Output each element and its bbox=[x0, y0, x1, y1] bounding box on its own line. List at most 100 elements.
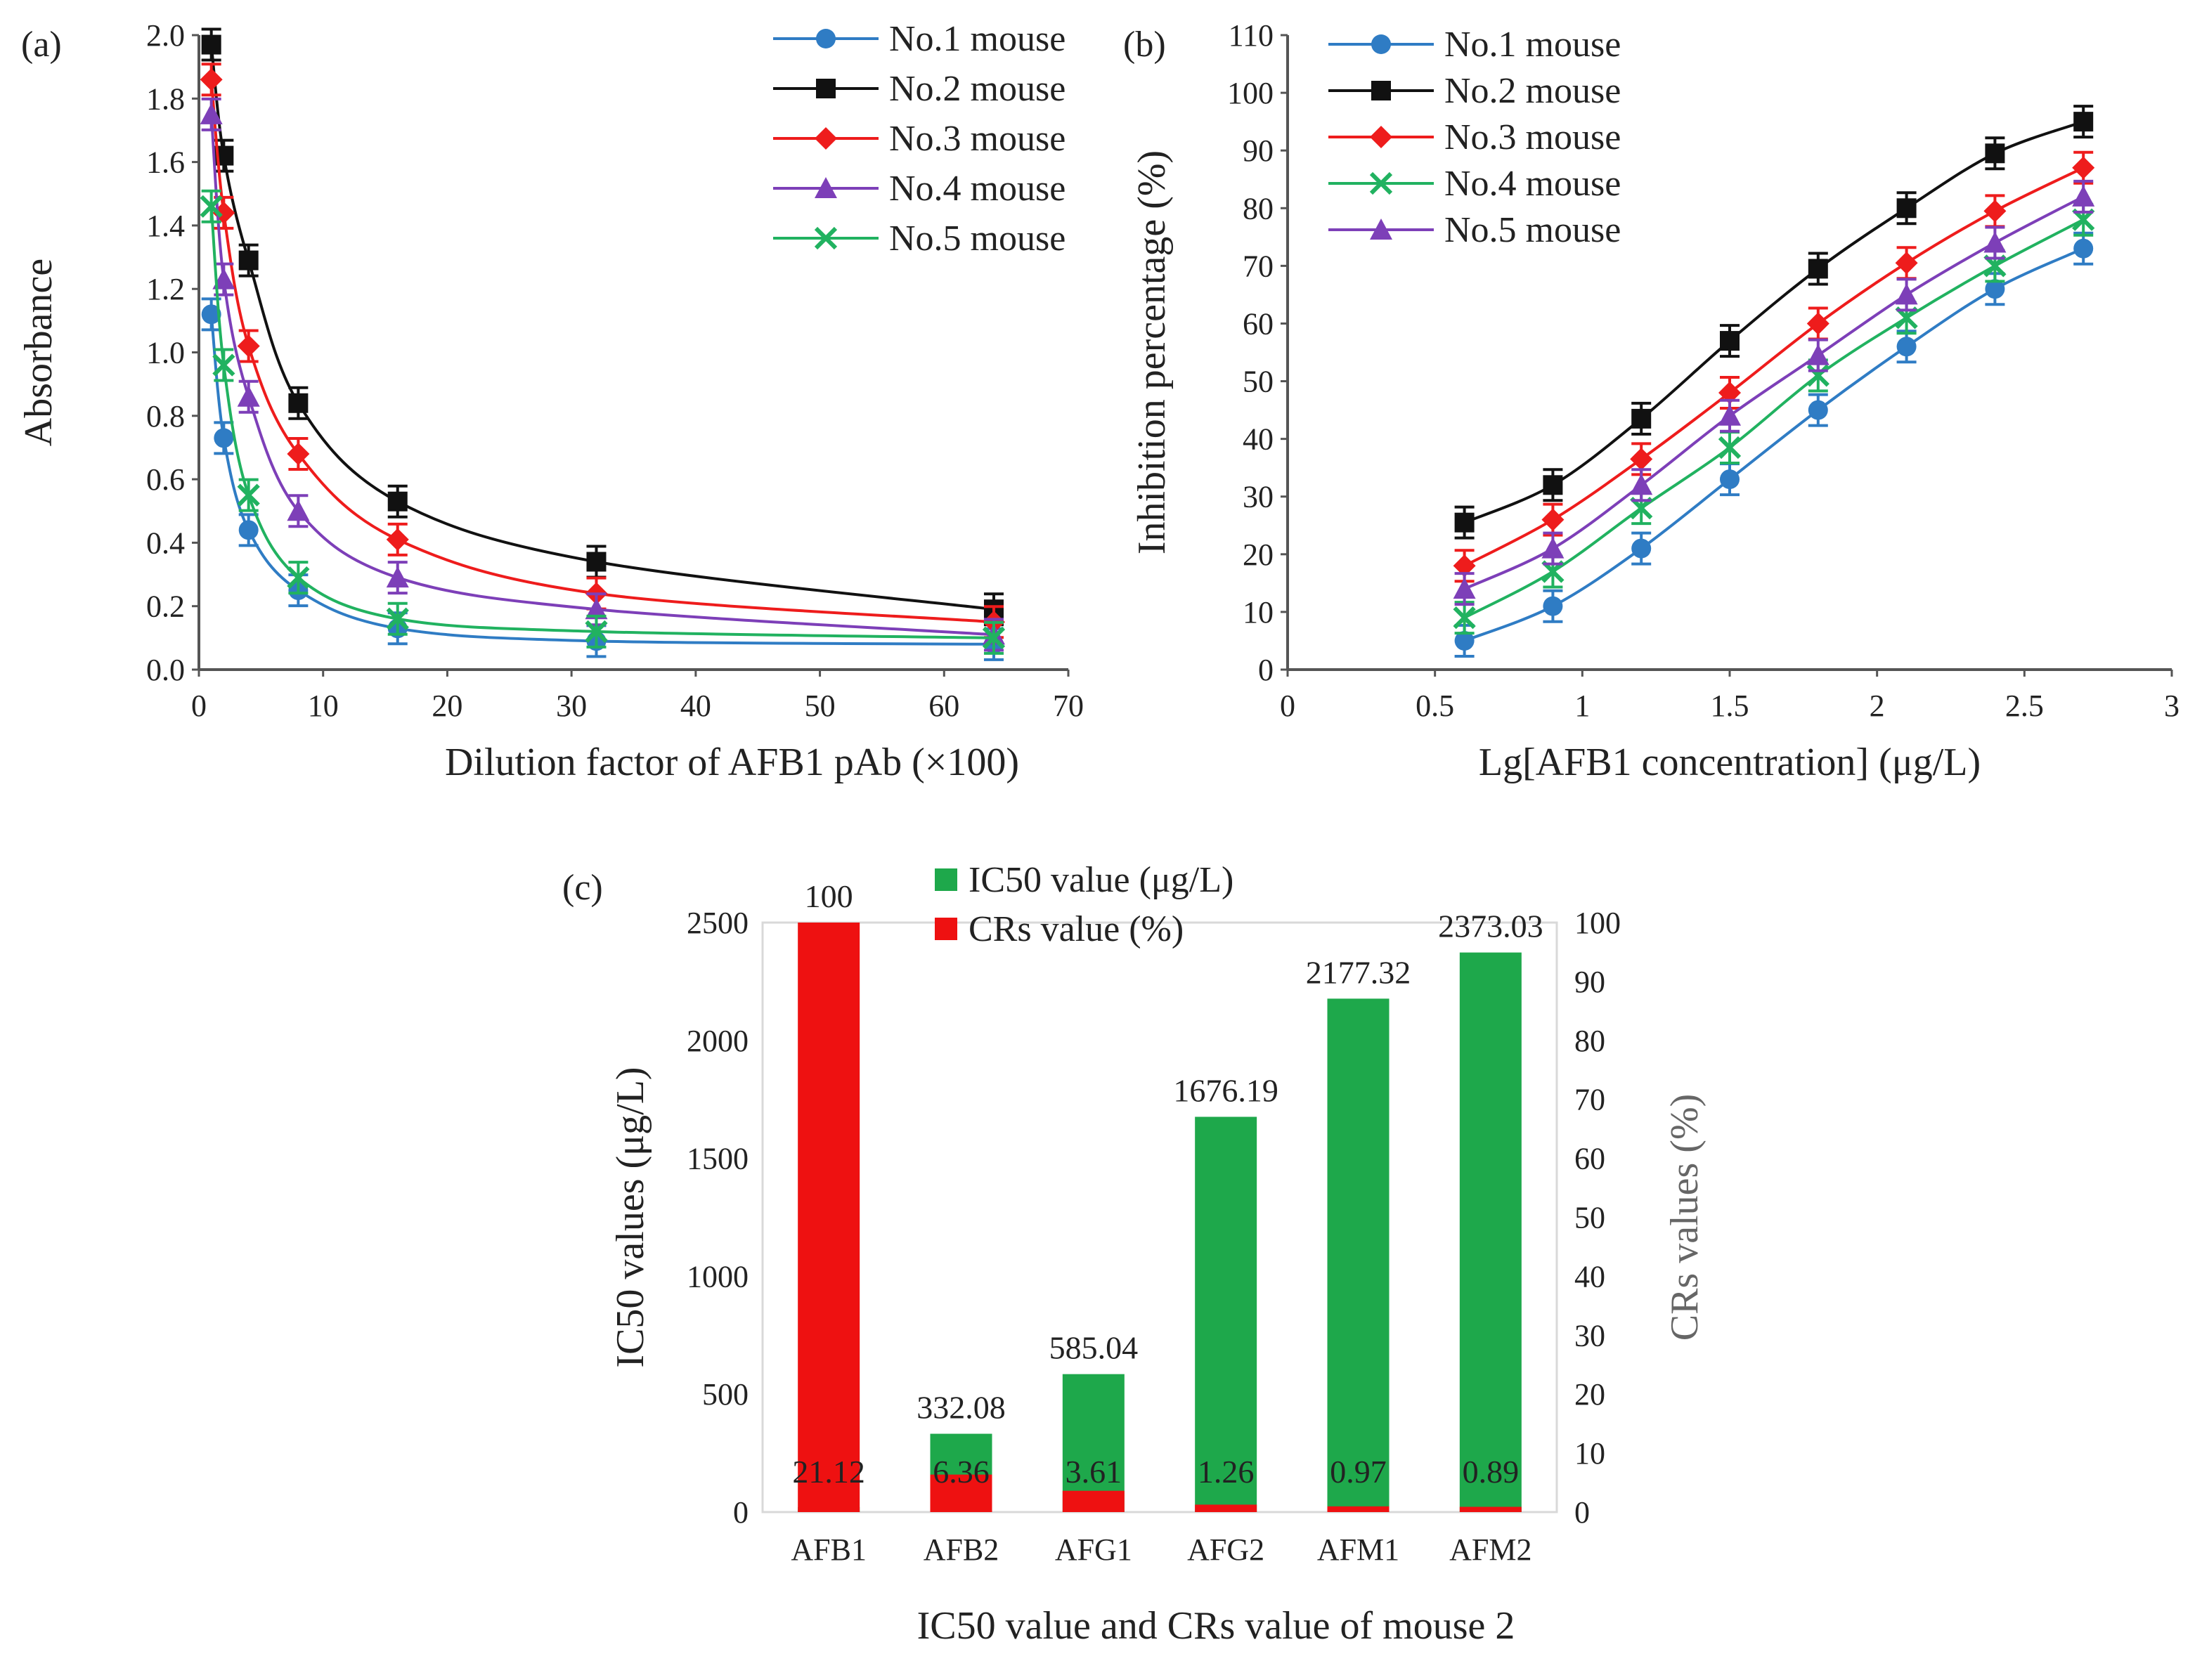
ic50-value-label: 1676.19 bbox=[1173, 1072, 1278, 1108]
x-tick-label: AFM1 bbox=[1317, 1532, 1399, 1567]
y-right-tick-label: 0 bbox=[1574, 1495, 1590, 1530]
y-left-axis-title: IC50 values (μg/L) bbox=[609, 1067, 652, 1367]
y-tick-label: 1.2 bbox=[146, 272, 185, 306]
legend-marker bbox=[1371, 34, 1391, 54]
y-tick-label: 1.8 bbox=[146, 82, 185, 116]
x-tick-label: 0 bbox=[1280, 689, 1295, 723]
legend-label: No.4 mouse bbox=[889, 169, 1066, 209]
data-point bbox=[238, 250, 259, 271]
y-tick-label: 90 bbox=[1243, 134, 1274, 168]
data-point bbox=[200, 68, 223, 91]
y-tick-label: 50 bbox=[1243, 365, 1274, 399]
x-tick-label: AFG2 bbox=[1187, 1532, 1264, 1567]
data-point bbox=[212, 268, 235, 289]
x-tick-label: 60 bbox=[928, 689, 959, 723]
y-left-tick-label: 0 bbox=[733, 1495, 749, 1530]
data-point bbox=[287, 566, 310, 590]
y-tick-label: 2.0 bbox=[146, 18, 185, 53]
x-tick-label: 0 bbox=[191, 689, 207, 723]
x-tick-label: 0.5 bbox=[1416, 689, 1454, 723]
x-tick-label: 50 bbox=[805, 689, 836, 723]
plot-frame bbox=[761, 921, 1558, 1513]
x-axis-title: IC50 value and CRs value of mouse 2 bbox=[917, 1604, 1515, 1648]
y-tick-label: 30 bbox=[1243, 480, 1274, 514]
data-point bbox=[386, 607, 409, 630]
y-tick-label: 0.4 bbox=[146, 526, 185, 560]
panel-label: (a) bbox=[21, 25, 62, 65]
data-point bbox=[1454, 512, 1475, 533]
data-point bbox=[287, 442, 310, 465]
series-line-2 bbox=[209, 44, 995, 611]
data-point bbox=[1895, 283, 1918, 305]
data-point bbox=[1895, 252, 1918, 275]
y-tick-label: 60 bbox=[1243, 306, 1274, 341]
data-point bbox=[288, 393, 309, 413]
y-right-tick-label: 30 bbox=[1574, 1318, 1605, 1353]
data-point bbox=[1806, 344, 1829, 365]
panel-a: 0.0 0.2 0.4 0.6 0.8 1.0 1.2 1.4 1.6 1.8 2.0 0 10 20 30… bbox=[17, 18, 1084, 784]
legend-label: No.4 mouse bbox=[1444, 164, 1621, 204]
legend-marker bbox=[816, 79, 836, 98]
legend-label: No.5 mouse bbox=[889, 219, 1066, 259]
data-point bbox=[1808, 400, 1828, 420]
data-point bbox=[1454, 630, 1475, 651]
y-tick-label: 100 bbox=[1227, 76, 1274, 110]
x-tick-label: 70 bbox=[1053, 689, 1084, 723]
y-tick-label: 80 bbox=[1243, 191, 1274, 226]
data-point bbox=[586, 552, 607, 572]
data-point bbox=[1718, 381, 1741, 404]
crs-bar bbox=[930, 1474, 992, 1512]
data-point bbox=[982, 626, 1006, 649]
y-right-tick-label: 50 bbox=[1574, 1201, 1605, 1235]
series-line-5 bbox=[1463, 195, 2085, 590]
data-point bbox=[237, 483, 260, 507]
y-tick-label: 40 bbox=[1243, 422, 1274, 457]
crs-value-label: 0.97 bbox=[1330, 1454, 1387, 1490]
crs-value-label: 100 bbox=[805, 878, 853, 914]
y-right-tick-label: 60 bbox=[1574, 1142, 1605, 1176]
data-point bbox=[237, 385, 260, 407]
legend-label: No.2 mouse bbox=[1444, 71, 1621, 111]
crs-bar bbox=[1195, 1504, 1257, 1512]
crs-bar bbox=[798, 923, 860, 1512]
x-tick-label: 10 bbox=[308, 689, 339, 723]
panel-c: 0 500 1000 1500 2000 2500 0 10 20 30 40 50 60 70 80 90 1… bbox=[562, 860, 1706, 1648]
data-point bbox=[1718, 436, 1742, 460]
data-point bbox=[1630, 474, 1653, 495]
data-point bbox=[201, 34, 221, 55]
legend-label: No.1 mouse bbox=[889, 19, 1066, 59]
crs-value-label: 1.26 bbox=[1198, 1454, 1255, 1490]
ic50-value-label: 585.04 bbox=[1049, 1330, 1139, 1366]
x-tick-label: 1.5 bbox=[1711, 689, 1749, 723]
y-tick-label: 70 bbox=[1243, 249, 1274, 283]
ic50-value-label: 332.08 bbox=[917, 1390, 1006, 1426]
x-tick-label: 40 bbox=[680, 689, 711, 723]
y-right-tick-label: 20 bbox=[1574, 1377, 1605, 1412]
ic50-bar bbox=[1062, 1374, 1125, 1512]
data-point bbox=[1983, 200, 2007, 223]
x-tick-label: 20 bbox=[432, 689, 462, 723]
y-tick-label: 1.4 bbox=[146, 209, 185, 243]
series-line-3 bbox=[1463, 167, 2085, 568]
x-axis-title: Lg[AFB1 concentration] (μg/L) bbox=[1479, 741, 1981, 784]
crs-bar bbox=[1062, 1490, 1125, 1512]
legend-marker bbox=[1370, 126, 1392, 148]
y-left-tick-label: 2500 bbox=[687, 906, 749, 940]
data-point bbox=[237, 334, 260, 358]
y-tick-label: 1.6 bbox=[146, 145, 185, 180]
legend-swatch bbox=[935, 918, 957, 940]
data-point bbox=[386, 566, 409, 588]
data-point bbox=[1806, 312, 1829, 335]
ic50-bar bbox=[1459, 952, 1522, 1512]
data-point bbox=[1453, 554, 1476, 578]
data-point bbox=[2072, 156, 2095, 179]
y-right-tick-label: 80 bbox=[1574, 1024, 1605, 1058]
x-tick-label: AFM2 bbox=[1449, 1532, 1531, 1567]
y-right-tick-label: 100 bbox=[1574, 906, 1621, 940]
data-point bbox=[1541, 537, 1565, 559]
ic50-bar bbox=[1195, 1116, 1257, 1512]
y-right-axis-title: CRs values (%) bbox=[1663, 1094, 1706, 1341]
legend-marker bbox=[814, 226, 838, 250]
data-point bbox=[2072, 185, 2095, 207]
